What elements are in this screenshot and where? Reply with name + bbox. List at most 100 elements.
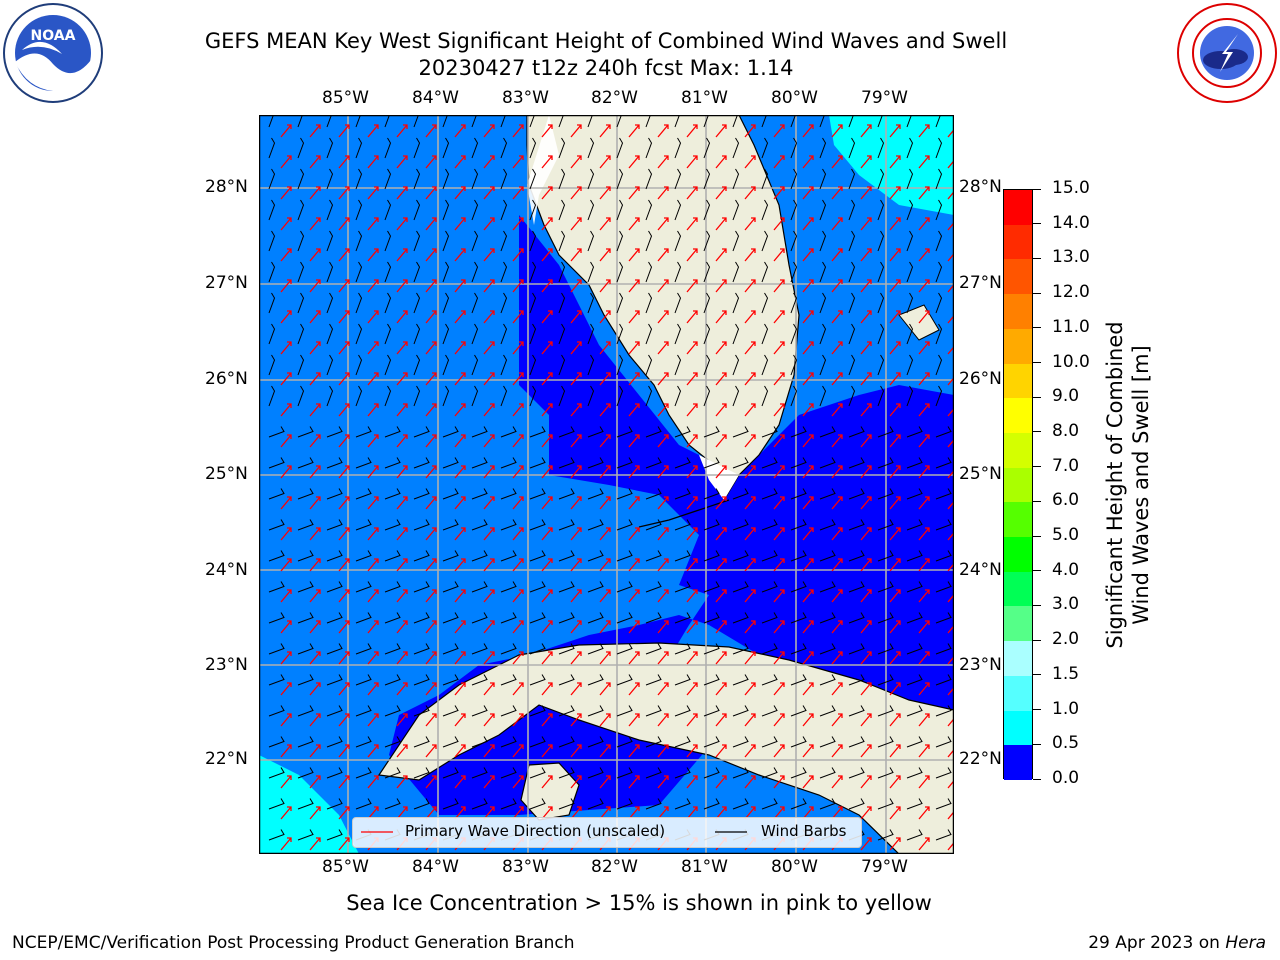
wind-barb xyxy=(500,385,508,407)
colorbar-tick-label: 1.0 xyxy=(1052,698,1080,719)
wave-direction-arrow xyxy=(367,682,379,696)
wind-barb xyxy=(906,705,923,717)
lat-label-left: 27°N xyxy=(205,273,248,293)
wind-barb xyxy=(384,323,392,345)
wind-barb xyxy=(558,426,575,438)
wave-direction-arrow xyxy=(280,806,292,820)
wind-barb xyxy=(732,519,749,531)
wind-barb xyxy=(268,612,285,624)
wave-direction-arrow xyxy=(599,620,611,634)
wind-barb xyxy=(819,581,836,593)
wind-barb xyxy=(935,261,943,283)
wind-barb xyxy=(529,137,537,159)
wind-barb xyxy=(413,426,430,438)
wind-barb xyxy=(297,674,314,686)
wind-barb xyxy=(326,457,343,469)
wave-direction-arrow xyxy=(454,682,466,696)
colorbar-tick-mark xyxy=(1033,292,1041,294)
wave-direction-arrow xyxy=(918,713,930,727)
wind-barb xyxy=(268,261,276,283)
wind-barb xyxy=(413,643,430,655)
wind-barb xyxy=(384,705,401,717)
wave-direction-arrow xyxy=(483,465,495,479)
wind-barb xyxy=(645,488,662,500)
wave-direction-arrow xyxy=(918,806,930,820)
wind-barb xyxy=(674,168,682,190)
wave-direction-arrow xyxy=(512,341,524,355)
wave-direction-arrow xyxy=(831,403,843,417)
wind-barb xyxy=(326,261,334,283)
wind-barb xyxy=(848,767,865,779)
wind-barb xyxy=(529,230,537,252)
wave-direction-arrow xyxy=(483,775,495,789)
wind-barb xyxy=(529,457,546,469)
wind-barb xyxy=(558,519,575,531)
wave-direction-arrow xyxy=(628,279,640,293)
wind-barb xyxy=(906,137,914,159)
wind-barb xyxy=(413,612,430,624)
wave-direction-arrow xyxy=(280,434,292,448)
wave-direction-arrow xyxy=(570,186,582,200)
wind-barb xyxy=(703,581,720,593)
wind-barb xyxy=(906,199,914,221)
wind-barb xyxy=(906,230,914,252)
wind-barb xyxy=(500,292,508,314)
footer-host: Hera xyxy=(1225,933,1266,953)
wind-barb xyxy=(413,519,430,531)
colorbar-band xyxy=(1004,710,1032,746)
colorbar-tick-label: 4.0 xyxy=(1052,559,1080,580)
colorbar-tick-label: 5.0 xyxy=(1052,525,1080,546)
wind-barb xyxy=(587,643,604,655)
wind-barb xyxy=(355,385,363,407)
wind-barb xyxy=(819,230,827,252)
wave-direction-arrow xyxy=(309,837,321,851)
wind-barb xyxy=(848,798,865,810)
wave-direction-arrow xyxy=(454,775,466,789)
wave-direction-arrow xyxy=(889,527,901,541)
wind-barb xyxy=(442,115,448,128)
wind-barb xyxy=(819,736,836,748)
wave-direction-arrow xyxy=(541,465,553,479)
wind-barb xyxy=(442,798,459,810)
wind-barb xyxy=(703,199,711,221)
wave-direction-arrow xyxy=(454,372,466,386)
wave-direction-arrow xyxy=(280,558,292,572)
wind-barb xyxy=(848,488,865,500)
wave-direction-arrow xyxy=(483,155,495,169)
wave-direction-arrow xyxy=(570,465,582,479)
wind-barb xyxy=(674,674,691,686)
wave-direction-arrow xyxy=(309,155,321,169)
wave-direction-arrow xyxy=(338,186,350,200)
wind-barb xyxy=(413,798,430,810)
wave-direction-arrow xyxy=(715,155,727,169)
wind-barb xyxy=(529,385,537,407)
wave-direction-arrow xyxy=(280,775,292,789)
wind-barb xyxy=(297,581,314,593)
wave-direction-arrow xyxy=(338,527,350,541)
wind-barb xyxy=(268,581,285,593)
wave-direction-arrow xyxy=(483,341,495,355)
wind-barb xyxy=(645,519,662,531)
colorbar-label-line1: Significant Height of Combined xyxy=(1103,321,1127,649)
colorbar-band xyxy=(1004,745,1032,781)
wind-barb xyxy=(790,767,807,779)
wave-direction-arrow xyxy=(860,310,872,324)
wave-direction-arrow xyxy=(831,744,843,758)
wind-barb xyxy=(297,137,305,159)
colorbar-tick-mark xyxy=(1033,778,1041,780)
wave-direction-arrow xyxy=(686,155,698,169)
wave-direction-arrow xyxy=(454,527,466,541)
wind-barb xyxy=(355,323,363,345)
wind-barb xyxy=(558,643,575,655)
wind-barb xyxy=(268,457,285,469)
wave-direction-arrow xyxy=(744,124,756,138)
lat-label-right: 23°N xyxy=(959,655,1002,675)
colorbar-tick-mark xyxy=(1033,188,1041,190)
wind-barb xyxy=(500,115,506,128)
wind-barb xyxy=(587,457,604,469)
wind-barb xyxy=(268,137,276,159)
wave-direction-arrow xyxy=(802,434,814,448)
wind-barb xyxy=(471,115,477,128)
wind-barb xyxy=(674,137,682,159)
colorbar-tick-label: 9.0 xyxy=(1052,386,1080,407)
